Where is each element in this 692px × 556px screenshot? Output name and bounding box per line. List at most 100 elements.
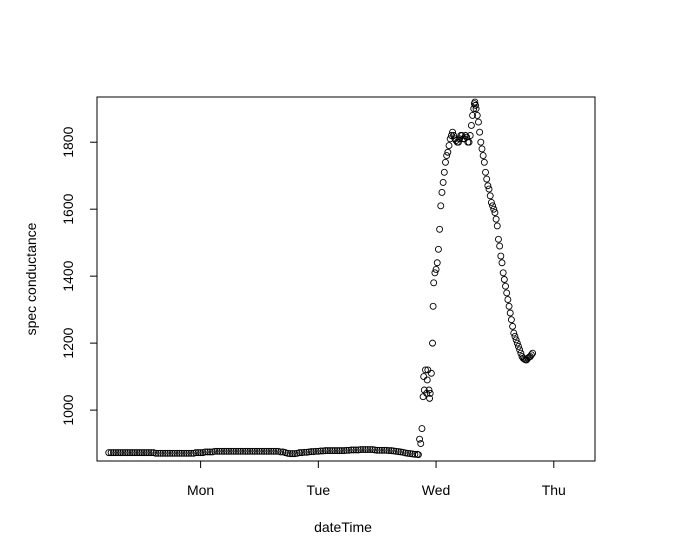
data-point [516, 346, 524, 354]
data-point [392, 447, 400, 455]
data-point [416, 435, 424, 443]
data-point [439, 178, 447, 186]
data-point [437, 202, 445, 210]
data-point [489, 202, 497, 210]
data-point [119, 449, 127, 457]
data-point [422, 366, 429, 374]
data-point [467, 122, 475, 129]
data-point [472, 101, 479, 109]
data-point [220, 447, 228, 455]
data-point [117, 449, 125, 457]
data-point [286, 450, 294, 458]
data-point [359, 446, 367, 454]
data-point [232, 447, 240, 455]
data-point [296, 449, 303, 457]
y-tick-label: 1000 [60, 394, 76, 425]
data-point [487, 199, 495, 206]
data-point [432, 266, 440, 273]
data-point [423, 376, 431, 384]
data-point [201, 448, 209, 456]
data-point [364, 446, 372, 454]
data-point [183, 449, 190, 457]
data-point [440, 168, 448, 176]
data-point [443, 152, 451, 160]
data-point [126, 449, 134, 457]
data-point [223, 447, 230, 455]
data-point [427, 369, 435, 377]
data-point [471, 98, 479, 106]
data-point [404, 449, 412, 457]
data-point [495, 235, 502, 243]
data-point [142, 449, 150, 457]
data-point [213, 447, 221, 455]
data-point [298, 449, 306, 457]
data-point [305, 448, 313, 456]
data-point [483, 175, 491, 183]
data-point [248, 447, 256, 455]
data-point [263, 447, 270, 455]
data-point [484, 182, 492, 190]
data-point [390, 447, 398, 455]
data-point [426, 389, 434, 397]
data-point [492, 215, 500, 223]
data-point [445, 142, 453, 150]
data-point [402, 449, 409, 457]
data-point [476, 128, 484, 136]
data-point [436, 225, 444, 233]
data-point [425, 386, 433, 394]
data-point [430, 279, 438, 287]
data-point [164, 449, 172, 457]
data-point [168, 449, 176, 457]
y-tick-label: 1400 [60, 260, 76, 291]
y-axis: 1000 1200 1400 1600 1800 [60, 126, 98, 426]
y-tick-label: 1600 [60, 193, 76, 224]
data-point [433, 259, 441, 267]
data-point [438, 188, 446, 196]
data-point [347, 446, 355, 454]
data-point [340, 447, 348, 455]
data-point [380, 446, 388, 454]
data-point [503, 289, 511, 297]
data-point [140, 449, 148, 457]
data-point [490, 205, 498, 213]
data-point [387, 447, 395, 455]
data-point [512, 336, 520, 344]
data-point [206, 448, 214, 456]
data-point [504, 296, 512, 304]
data-point [498, 259, 506, 267]
data-point [496, 242, 504, 250]
y-tick-label: 1800 [60, 126, 76, 157]
data-point [525, 353, 533, 361]
x-tick-label: Mon [187, 482, 214, 498]
data-point [475, 118, 482, 126]
data-point [506, 309, 514, 317]
data-point [326, 447, 334, 455]
data-point [338, 447, 346, 455]
data-point [376, 446, 383, 454]
data-point [499, 269, 507, 277]
data-point [128, 449, 136, 457]
data-point [497, 252, 505, 260]
data-point [194, 449, 202, 457]
data-point [434, 245, 442, 253]
data-point [485, 185, 493, 193]
data-point [192, 449, 200, 457]
data-point [366, 446, 374, 454]
data-point [234, 447, 242, 455]
plot-frame [96, 96, 596, 462]
data-point [244, 447, 252, 455]
data-point [444, 148, 452, 156]
data-point [110, 449, 117, 457]
data-point [154, 449, 162, 457]
data-point [241, 447, 249, 455]
data-point [472, 105, 480, 113]
data-point [258, 447, 266, 455]
data-point [227, 447, 235, 455]
data-point [442, 158, 449, 166]
data-point [510, 329, 518, 337]
data-point [178, 449, 186, 457]
data-point [321, 447, 329, 455]
data-point [505, 302, 513, 310]
data-point [385, 447, 393, 455]
